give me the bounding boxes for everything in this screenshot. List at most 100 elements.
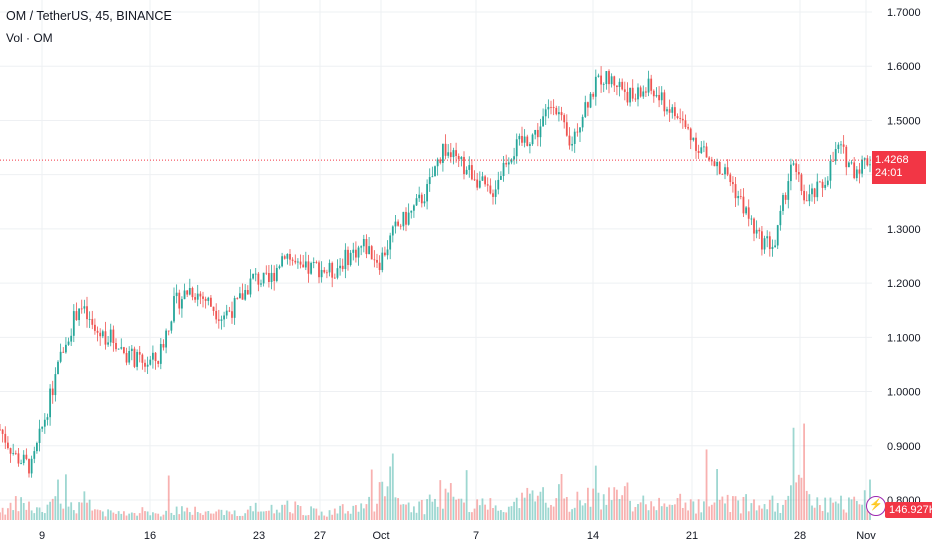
candle xyxy=(423,194,426,207)
volume-bar xyxy=(687,510,689,520)
volume-bar xyxy=(384,496,386,520)
candle xyxy=(291,257,294,266)
candle xyxy=(655,87,658,98)
candle xyxy=(62,347,65,353)
volume-bar xyxy=(663,503,666,520)
volume-bar xyxy=(829,497,832,520)
candle xyxy=(405,207,407,232)
candle xyxy=(413,204,415,218)
candle xyxy=(265,265,268,276)
volume-bar xyxy=(552,506,555,520)
volume-bar xyxy=(289,512,291,520)
candle xyxy=(597,73,600,78)
volume-bar xyxy=(115,513,117,520)
volume-bar xyxy=(389,466,392,520)
volume-bar xyxy=(813,507,816,520)
candle xyxy=(283,254,286,260)
volume-bar xyxy=(447,492,450,520)
volume-bar xyxy=(241,515,244,520)
volume-bar xyxy=(713,502,716,520)
volume-bar xyxy=(162,514,165,520)
candle xyxy=(829,154,832,189)
candle xyxy=(689,127,692,150)
volume-bar xyxy=(634,507,637,520)
volume-bar xyxy=(157,513,160,520)
candle xyxy=(790,158,792,191)
candle xyxy=(608,69,610,94)
volume-bar xyxy=(726,494,729,520)
volume-bar xyxy=(737,500,740,520)
volume-bar xyxy=(228,511,231,520)
volume-bar xyxy=(782,504,784,520)
volume-bar xyxy=(33,513,36,520)
volume-bar xyxy=(418,501,421,520)
volume-bar xyxy=(776,502,779,520)
candle xyxy=(225,304,228,319)
volume-bar xyxy=(370,469,373,520)
volume-bar xyxy=(703,501,705,520)
candle xyxy=(299,254,302,269)
chart-symbol-title[interactable]: OM / TetherUS, 45, BINANCE xyxy=(6,9,172,23)
volume-bar xyxy=(43,513,46,520)
volume-bar xyxy=(581,505,584,520)
volume-bar xyxy=(120,513,123,520)
candle xyxy=(510,158,513,165)
volume-bar xyxy=(819,505,821,520)
candle xyxy=(159,338,162,370)
volume-bar xyxy=(41,512,44,520)
candle xyxy=(639,85,642,98)
volume-bar xyxy=(349,513,352,520)
volume-bar xyxy=(747,511,750,520)
candle xyxy=(170,320,173,334)
volume-bar xyxy=(275,509,278,520)
volume-bar xyxy=(666,506,668,520)
candle xyxy=(215,303,218,324)
volume-bar xyxy=(821,510,824,520)
candle xyxy=(141,353,144,370)
lightning-icon[interactable]: ⚡ xyxy=(866,496,886,516)
volume-bar xyxy=(257,511,260,520)
volume-bar xyxy=(268,510,270,520)
candle xyxy=(0,424,1,431)
y-tick-label: 1.3000 xyxy=(887,224,921,236)
volume-bar xyxy=(855,500,858,520)
volume-bar xyxy=(518,508,521,520)
candle xyxy=(49,384,51,426)
volume-bar xyxy=(109,510,112,520)
volume-bar xyxy=(442,508,444,520)
volume-bar xyxy=(790,485,792,520)
volume-bar xyxy=(708,506,711,520)
volume-bar xyxy=(57,479,59,520)
candle xyxy=(304,251,307,271)
volume-bar xyxy=(402,504,405,520)
candle xyxy=(742,188,745,217)
y-tick-label: 0.9000 xyxy=(887,441,921,453)
volume-bar xyxy=(565,497,568,520)
candle xyxy=(434,165,436,177)
volume-bar xyxy=(579,500,581,520)
candle xyxy=(552,99,555,116)
volume-bar xyxy=(191,514,194,520)
volume-bar xyxy=(297,505,299,520)
volume-bar xyxy=(283,504,286,520)
volume-bar xyxy=(410,512,413,520)
volume-bar xyxy=(763,504,766,520)
candle xyxy=(863,157,866,170)
volume-bar xyxy=(415,512,418,520)
candle xyxy=(465,166,468,175)
volume-bar xyxy=(492,508,494,520)
candle xyxy=(631,79,634,102)
volume-bar xyxy=(339,505,341,520)
candle xyxy=(718,161,721,175)
candle xyxy=(207,296,210,306)
volume-bar xyxy=(51,498,54,520)
volume-bar xyxy=(534,501,537,520)
volume-bar xyxy=(766,509,769,520)
volume-bar xyxy=(465,470,468,520)
volume-bar xyxy=(587,487,589,520)
volume-bar xyxy=(326,516,328,520)
candle xyxy=(352,242,355,261)
volume-indicator-label[interactable]: Vol · OM xyxy=(6,31,53,45)
candle xyxy=(616,85,618,96)
